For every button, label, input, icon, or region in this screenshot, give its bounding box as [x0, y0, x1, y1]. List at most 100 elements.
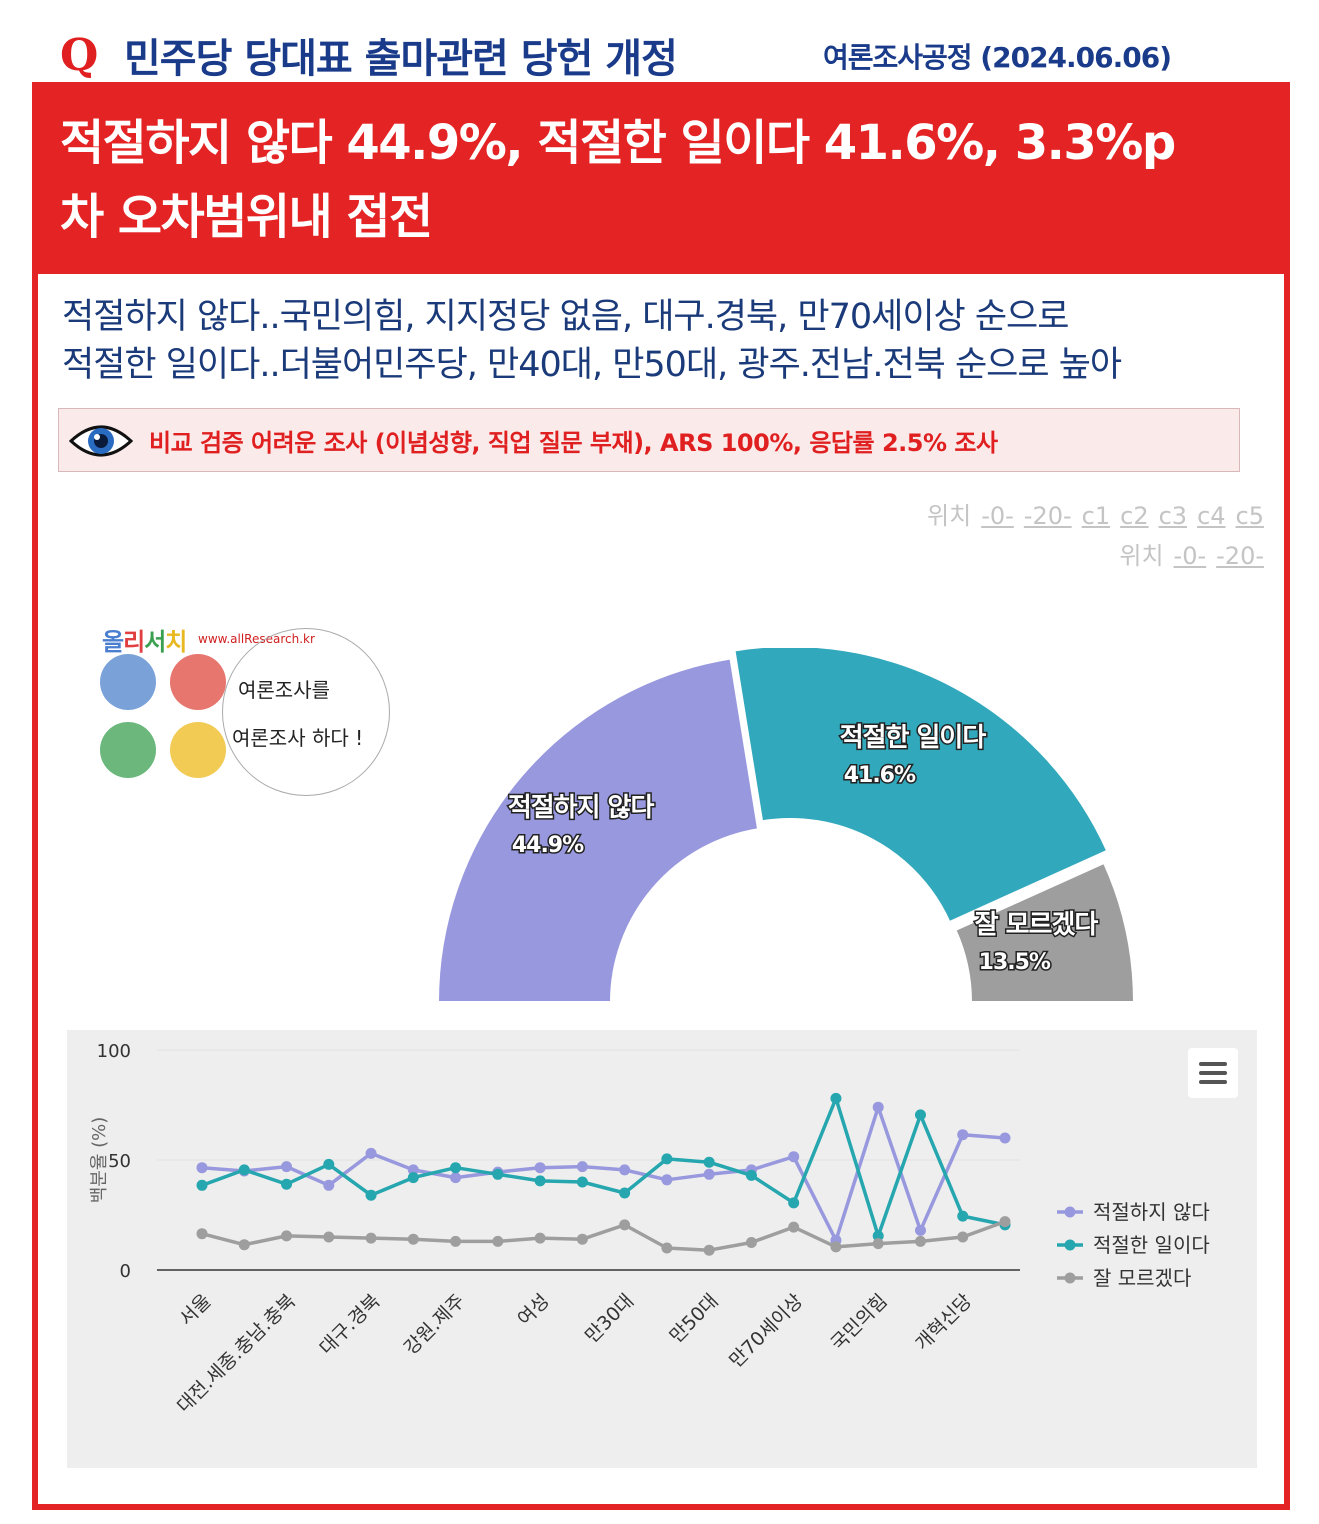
data-point[interactable]	[661, 1153, 673, 1165]
nav-link[interactable]: c1	[1081, 502, 1111, 530]
legend-item[interactable]: 적절하지 않다	[1093, 1200, 1210, 1224]
data-point[interactable]	[281, 1230, 293, 1242]
data-point[interactable]	[619, 1219, 631, 1231]
y-tick-label: 100	[97, 1041, 131, 1062]
legend-swatch-dot	[1064, 1239, 1076, 1251]
donut-slice-value: 41.6%	[844, 763, 916, 788]
data-point[interactable]	[703, 1168, 715, 1180]
y-tick-label: 50	[108, 1151, 131, 1172]
data-point[interactable]	[492, 1168, 504, 1180]
summary-line-2: 적절한 일이다..더불어민주당, 만40대, 만50대, 광주.전남.전북 순으…	[62, 345, 1122, 385]
legend-item[interactable]: 잘 모르겠다	[1093, 1266, 1191, 1290]
nav-link[interactable]: c4	[1197, 502, 1226, 530]
data-point[interactable]	[957, 1231, 969, 1243]
data-point[interactable]	[788, 1151, 800, 1163]
data-point[interactable]	[957, 1129, 969, 1141]
question-title: 민주당 당대표 출마관련 당헌 개정	[124, 36, 678, 82]
data-point[interactable]	[238, 1164, 250, 1176]
summary-line-1: 적절하지 않다..국민의힘, 지지정당 없음, 대구.경북, 만70세이상 순으…	[62, 297, 1069, 337]
data-point[interactable]	[703, 1244, 715, 1256]
data-point[interactable]	[450, 1235, 462, 1247]
data-point[interactable]	[619, 1187, 631, 1199]
data-point[interactable]	[407, 1233, 419, 1245]
logo-name-char: 치	[165, 628, 187, 656]
data-point[interactable]	[492, 1235, 504, 1247]
x-tick-label: 여성	[513, 1290, 553, 1330]
notice-box: 비교 검증 어려운 조사 (이념성향, 직업 질문 부재), ARS 100%,…	[58, 408, 1240, 472]
legend-item[interactable]: 적절한 일이다	[1093, 1233, 1210, 1257]
data-point[interactable]	[407, 1172, 419, 1184]
nav-links-row-2: 위치 -0- -20-	[1109, 536, 1264, 571]
data-point[interactable]	[872, 1238, 884, 1250]
data-point[interactable]	[365, 1189, 377, 1201]
eye-icon	[69, 425, 133, 457]
logo-slogan-2: 여론조사 하다 !	[232, 726, 364, 750]
data-point[interactable]	[534, 1175, 546, 1187]
data-point[interactable]	[576, 1233, 588, 1245]
data-point[interactable]	[407, 1164, 419, 1176]
data-point[interactable]	[745, 1237, 757, 1248]
data-point[interactable]	[914, 1224, 926, 1236]
data-point[interactable]	[661, 1242, 673, 1254]
data-point[interactable]	[196, 1162, 208, 1174]
data-point[interactable]	[196, 1228, 208, 1240]
donut-slice[interactable]	[733, 648, 1109, 923]
data-point[interactable]	[745, 1169, 757, 1181]
data-point[interactable]	[914, 1235, 926, 1247]
data-point[interactable]	[450, 1162, 462, 1174]
nav-link[interactable]: -0-	[1173, 542, 1207, 570]
data-point[interactable]	[914, 1109, 926, 1121]
donut-slice[interactable]	[954, 861, 1135, 1003]
question-mark: Q	[60, 30, 99, 81]
donut-slice[interactable]	[438, 657, 760, 1003]
data-point[interactable]	[365, 1147, 377, 1159]
data-point[interactable]	[619, 1164, 631, 1176]
data-point[interactable]	[788, 1197, 800, 1209]
x-tick-label: 국민의힘	[827, 1290, 892, 1355]
data-point[interactable]	[661, 1174, 673, 1186]
data-point[interactable]	[576, 1161, 588, 1173]
data-point[interactable]	[703, 1156, 715, 1168]
logo-ring	[222, 628, 390, 796]
data-point[interactable]	[872, 1230, 884, 1242]
data-point[interactable]	[323, 1158, 335, 1170]
nav-link[interactable]: c5	[1235, 502, 1264, 530]
data-point[interactable]	[323, 1179, 335, 1191]
question-header: Q 민주당 당대표 출마관련 당헌 개정 여론조사공정 (2024.06.06)	[60, 22, 1290, 82]
series-line	[201, 1096, 1006, 1238]
data-point[interactable]	[534, 1162, 546, 1174]
data-point[interactable]	[830, 1092, 842, 1104]
data-point[interactable]	[999, 1216, 1011, 1228]
legend-swatch-dot	[1064, 1272, 1076, 1284]
x-tick-label: 강원.제주	[400, 1290, 469, 1359]
data-point[interactable]	[872, 1101, 884, 1113]
data-point[interactable]	[788, 1221, 800, 1233]
data-point[interactable]	[576, 1176, 588, 1188]
logo-name-char: 리	[123, 628, 145, 656]
nav-link[interactable]: -0-	[981, 502, 1014, 530]
data-point[interactable]	[238, 1239, 250, 1251]
data-point[interactable]	[534, 1232, 546, 1244]
legend-swatch-dot	[1064, 1206, 1076, 1218]
chart-menu-button[interactable]	[1188, 1048, 1238, 1098]
nav-link[interactable]: -20-	[1023, 502, 1072, 530]
nav-link[interactable]: c3	[1158, 502, 1188, 530]
headline-banner: 적절하지 않다 44.9%, 적절한 일이다 41.6%, 3.3%p 차 오차…	[38, 88, 1284, 274]
logo-name-char: 서	[144, 628, 166, 656]
semi-donut-chart: 적절하지 않다 44.9% 적절한 일이다 41.6% 잘 모르겠다 13.5%	[438, 648, 1135, 1003]
data-point[interactable]	[281, 1178, 293, 1190]
data-point[interactable]	[281, 1161, 293, 1173]
data-point[interactable]	[999, 1132, 1011, 1144]
data-point[interactable]	[196, 1179, 208, 1191]
data-point[interactable]	[957, 1210, 969, 1222]
notice-text: 비교 검증 어려운 조사 (이념성향, 직업 질문 부재), ARS 100%,…	[149, 429, 998, 457]
data-point[interactable]	[365, 1232, 377, 1244]
nav-link[interactable]: c2	[1120, 502, 1149, 530]
donut-slice-label: 잘 모르겠다	[975, 910, 1099, 940]
headline: 적절하지 않다 44.9%, 적절한 일이다 41.6%, 3.3%p 차 오차…	[60, 106, 1270, 254]
nav-link[interactable]: -20-	[1216, 542, 1264, 570]
data-point[interactable]	[830, 1241, 842, 1253]
data-point[interactable]	[450, 1172, 462, 1184]
data-point[interactable]	[323, 1231, 335, 1243]
logo-slogan-1: 여론조사를	[238, 678, 330, 702]
